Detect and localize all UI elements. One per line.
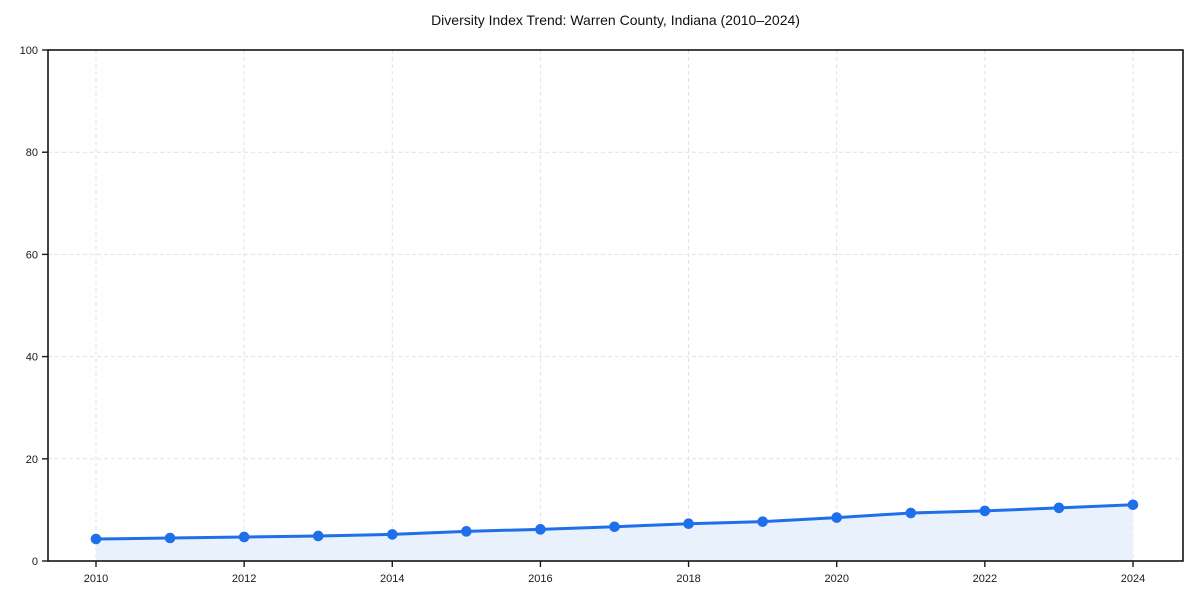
data-point bbox=[609, 521, 620, 533]
chart-title: Diversity Index Trend: Warren County, In… bbox=[431, 12, 800, 28]
data-point bbox=[90, 533, 102, 545]
data-point bbox=[831, 512, 843, 523]
x-tick-label: 2014 bbox=[380, 573, 404, 585]
area-fill bbox=[96, 504, 1133, 561]
y-tick-label: 20 bbox=[26, 454, 38, 466]
data-point bbox=[535, 524, 546, 535]
x-tick-label: 2018 bbox=[676, 573, 700, 585]
x-tick-label: 2020 bbox=[824, 573, 848, 585]
plot-border bbox=[47, 49, 1184, 562]
data-point bbox=[757, 516, 768, 527]
x-tick-label: 2022 bbox=[973, 573, 997, 585]
data-point bbox=[461, 526, 472, 537]
data-point bbox=[1127, 499, 1139, 511]
data-point bbox=[238, 531, 250, 543]
x-tick-label: 2012 bbox=[232, 573, 256, 585]
data-point bbox=[1053, 502, 1065, 514]
y-tick-label: 100 bbox=[20, 45, 38, 57]
data-point bbox=[905, 507, 917, 519]
x-tick-label: 2016 bbox=[528, 573, 552, 585]
y-tick-label: 60 bbox=[26, 249, 38, 261]
data-point bbox=[312, 530, 324, 542]
data-point bbox=[683, 518, 694, 529]
y-tick-label: 80 bbox=[26, 147, 38, 159]
x-tick-label: 2024 bbox=[1121, 573, 1145, 585]
y-tick-label: 0 bbox=[32, 556, 38, 568]
data-point bbox=[164, 532, 176, 544]
x-tick-label: 2010 bbox=[84, 573, 108, 585]
y-tick-label: 40 bbox=[26, 352, 38, 364]
data-point bbox=[979, 505, 991, 517]
data-point bbox=[386, 529, 398, 540]
